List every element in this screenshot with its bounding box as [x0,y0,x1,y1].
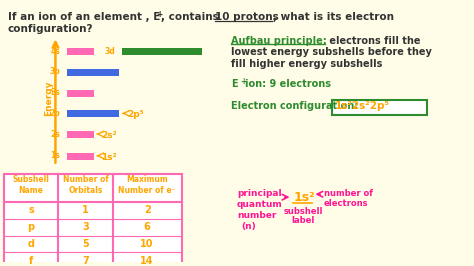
Text: s: s [28,205,34,215]
Text: 2s²: 2s² [101,131,117,140]
Bar [67,153,94,160]
Text: 5: 5 [82,239,89,249]
Text: +: + [156,10,162,19]
Text: f: f [29,256,33,266]
Text: 2p⁵: 2p⁵ [127,110,144,119]
Text: configuration?: configuration? [8,24,93,34]
Text: fill higher energy subshells: fill higher energy subshells [231,59,383,69]
Text: p: p [27,222,35,232]
Text: 1: 1 [82,205,89,215]
Text: E: E [231,79,238,89]
Text: If an ion of an element , E: If an ion of an element , E [8,12,160,22]
Bar [67,69,119,76]
Text: 2: 2 [144,205,151,215]
Text: d: d [27,239,35,249]
Text: principal: principal [237,189,282,198]
Text: 1s²: 1s² [101,153,117,162]
Text: 3: 3 [82,222,89,232]
Text: Electron configuration:: Electron configuration: [231,101,358,111]
Text: 3p: 3p [49,68,60,76]
Text: number: number [237,211,276,220]
Text: (n): (n) [241,222,255,231]
Text: 1s²2s²2p⁵: 1s²2s²2p⁵ [335,101,390,111]
Text: 2p: 2p [49,109,60,118]
Bar [4,173,182,266]
Text: 10 protons: 10 protons [215,12,279,22]
Bar [67,48,94,55]
Text: , contains: , contains [162,12,223,22]
Text: 3d: 3d [105,47,116,56]
Text: Energy: Energy [44,81,53,116]
Text: ion: 9 electrons: ion: 9 electrons [245,79,331,89]
Text: 6: 6 [144,222,151,232]
Text: lowest energy subshells before they: lowest energy subshells before they [231,47,432,57]
Text: 1s: 1s [50,151,60,160]
Text: 14: 14 [140,256,154,266]
Text: electrons: electrons [324,199,368,208]
Text: Number of
Orbitals: Number of Orbitals [63,176,109,195]
Text: 2s: 2s [50,130,60,139]
Text: Aufbau principle:: Aufbau principle: [231,36,327,47]
Text: subshell: subshell [283,207,323,216]
Text: +: + [240,77,246,86]
Text: quantum: quantum [237,200,283,209]
Text: electrons fill the: electrons fill the [326,36,420,47]
Text: Subshell
Name: Subshell Name [13,176,49,195]
Text: 3s: 3s [50,88,60,97]
Bar [67,110,119,117]
Text: Maximum
Number of e⁻: Maximum Number of e⁻ [118,176,176,195]
Bar [122,48,201,55]
Text: 1s²: 1s² [293,191,315,204]
Text: 10: 10 [140,239,154,249]
Bar [67,131,94,138]
Text: , what is its electron: , what is its electron [273,12,394,22]
Bar [67,90,94,97]
Text: number of: number of [324,189,373,198]
Text: 4s: 4s [50,47,60,56]
Text: 7: 7 [82,256,89,266]
Bar [332,99,427,115]
Text: label: label [291,216,315,225]
